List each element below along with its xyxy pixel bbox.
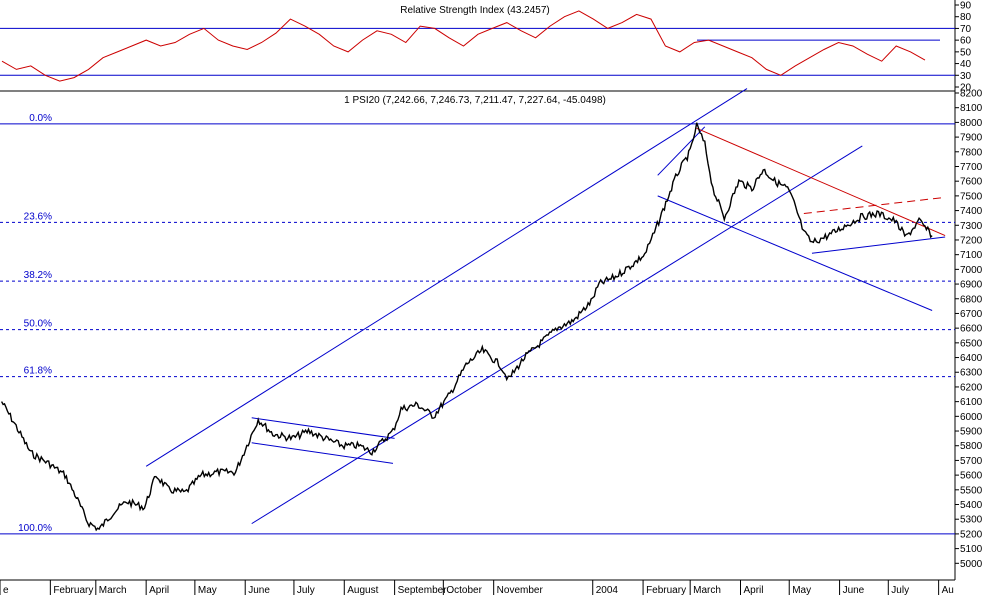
price-tick-label: 6700 [960, 309, 983, 320]
x-tick-label: July [891, 585, 909, 595]
fib-label: 38.2% [24, 270, 52, 281]
rsi-tick-label: 80 [960, 12, 972, 23]
rsi-panel: Relative Strength Index (43.2457) [0, 5, 955, 76]
price-tick-label: 7300 [960, 221, 983, 232]
x-tick-label: e [3, 585, 9, 595]
price-tick-label: 5000 [960, 559, 983, 570]
chart-frame [0, 0, 956, 581]
trendline [657, 126, 706, 176]
rsi-tick-label: 30 [960, 71, 972, 82]
trendline [696, 127, 946, 237]
price-tick-label: 6200 [960, 382, 983, 393]
x-tick-label: March [99, 585, 127, 595]
price-tick-label: 7000 [960, 265, 983, 276]
price-tick-label: 7600 [960, 177, 983, 188]
trendline [803, 196, 946, 215]
price-panel: 1 PSI20 (7,242.66, 7,246.73, 7,211.47, 7… [344, 95, 606, 106]
rsi-series [1, 10, 926, 82]
price-tick-label: 5600 [960, 471, 983, 482]
fibonacci-levels: 0.0% 23.6% 38.2% 50.0% 61.8% 100.0% [0, 113, 955, 535]
trendline [251, 145, 863, 525]
price-tick-label: 7100 [960, 250, 983, 261]
price-tick-label: 5100 [960, 544, 983, 555]
rsi-tick-label: 90 [960, 1, 972, 12]
price-tick-label: 6300 [960, 368, 983, 379]
x-tick-label: June [843, 585, 865, 595]
price-tick-label: 6000 [960, 412, 983, 423]
price-tick-label: 7400 [960, 206, 983, 217]
price-tick-label: 7700 [960, 162, 983, 173]
fib-label: 23.6% [24, 211, 52, 222]
price-tick-label: 8200 [960, 89, 983, 100]
price-title: 1 PSI20 (7,242.66, 7,246.73, 7,211.47, 7… [344, 95, 606, 106]
price-tick-label: 6400 [960, 353, 983, 364]
trendline [251, 442, 394, 464]
x-tick-label: February [646, 585, 686, 595]
price-series [0, 122, 933, 532]
x-tick-label: September [398, 585, 448, 595]
fib-label: 50.0% [24, 319, 52, 330]
trendline [657, 195, 933, 311]
trendline [251, 417, 395, 439]
rsi-line [1, 10, 926, 82]
x-tick-label: October [446, 585, 482, 595]
trendline [811, 236, 946, 254]
fib-label: 0.0% [29, 113, 52, 124]
price-tick-label: 7200 [960, 235, 983, 246]
x-tick-label: June [248, 585, 270, 595]
x-tick-label: April [149, 585, 169, 595]
trendline [145, 88, 748, 467]
rsi-tick-label: 40 [960, 59, 972, 70]
price-tick-label: 6500 [960, 338, 983, 349]
price-tick-label: 6900 [960, 280, 983, 291]
x-tick-label: Au [942, 585, 954, 595]
price-tick-label: 7900 [960, 133, 983, 144]
trendlines [145, 88, 946, 525]
rsi-tick-label: 50 [960, 47, 972, 58]
price-tick-label: 7800 [960, 147, 983, 158]
price-tick-label: 5700 [960, 456, 983, 467]
price-tick-label: 5500 [960, 485, 983, 496]
rsi-title: Relative Strength Index (43.2457) [400, 5, 550, 16]
price-tick-label: 5200 [960, 529, 983, 540]
x-tick-label: May [792, 585, 811, 595]
price-line [0, 122, 933, 532]
x-tick-label: August [347, 585, 378, 595]
price-tick-label: 6800 [960, 294, 983, 305]
fib-label: 61.8% [24, 366, 52, 377]
price-tick-label: 8000 [960, 118, 983, 129]
price-tick-label: 6100 [960, 397, 983, 408]
x-tick-label: March [693, 585, 721, 595]
x-tick-label: November [497, 585, 544, 595]
rsi-tick-label: 20 [960, 83, 972, 94]
x-tick-label: July [297, 585, 315, 595]
price-tick-label: 8100 [960, 103, 983, 114]
price-tick-label: 7500 [960, 191, 983, 202]
price-tick-label: 5300 [960, 515, 983, 526]
price-tick-label: 6600 [960, 324, 983, 335]
fib-label: 100.0% [18, 523, 52, 534]
price-tick-label: 5900 [960, 427, 983, 438]
rsi-tick-label: 60 [960, 36, 972, 47]
price-tick-label: 5800 [960, 441, 983, 452]
x-tick-label: 2004 [596, 585, 619, 595]
price-tick-label: 5400 [960, 500, 983, 511]
rsi-tick-label: 70 [960, 24, 972, 35]
x-tick-label: February [53, 585, 93, 595]
x-tick-label: May [198, 585, 217, 595]
x-tick-label: April [744, 585, 764, 595]
